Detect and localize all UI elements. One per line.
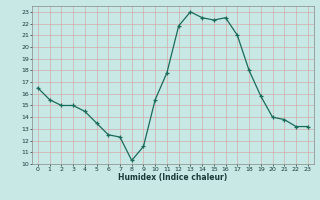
X-axis label: Humidex (Indice chaleur): Humidex (Indice chaleur) — [118, 173, 228, 182]
